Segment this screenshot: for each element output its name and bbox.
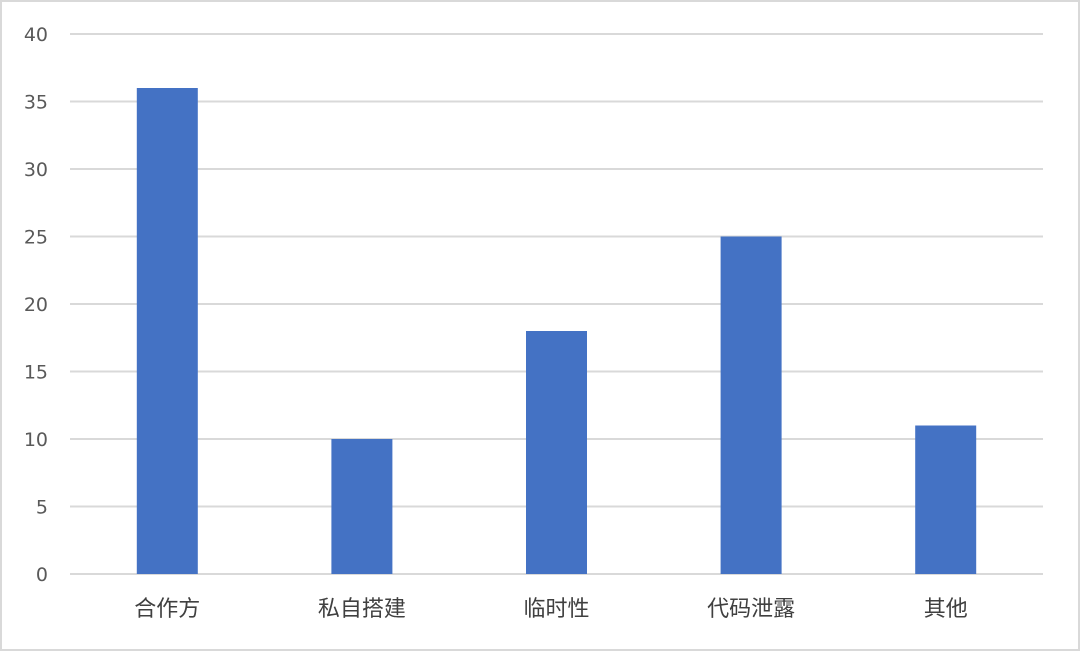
bar-2 <box>331 439 393 574</box>
x-category-label: 代码泄露 <box>707 597 795 622</box>
x-category-label: 合作方 <box>134 597 200 622</box>
x-category-label: 私自搭建 <box>318 597 406 622</box>
y-tick-label: 0 <box>36 564 48 586</box>
bar-1 <box>136 88 198 574</box>
bar-5 <box>915 425 977 574</box>
y-tick-label: 40 <box>24 24 48 46</box>
y-tick-label: 5 <box>36 497 48 519</box>
y-tick-label: 15 <box>24 362 48 384</box>
y-tick-label: 20 <box>24 294 48 316</box>
y-tick-label: 35 <box>24 92 48 114</box>
x-category-label: 其他 <box>924 597 968 622</box>
bar-4 <box>720 236 782 574</box>
y-tick-label: 10 <box>24 429 48 451</box>
x-category-label: 临时性 <box>523 597 589 622</box>
y-tick-label: 25 <box>24 227 48 249</box>
y-tick-label: 30 <box>24 159 48 181</box>
bar-3 <box>526 331 587 574</box>
